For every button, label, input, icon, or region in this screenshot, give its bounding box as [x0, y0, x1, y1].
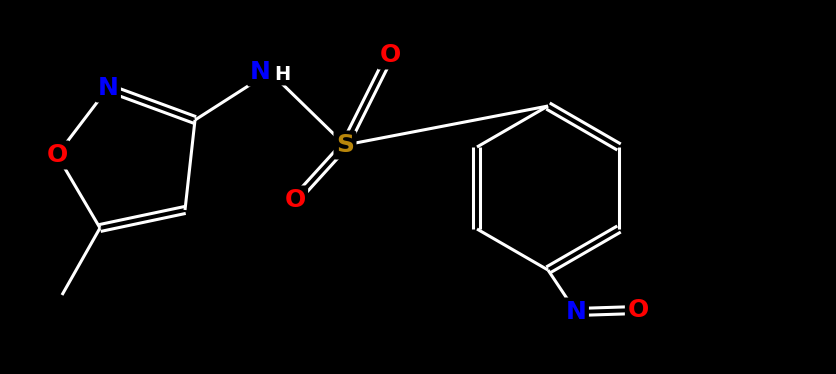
Text: N: N: [566, 300, 586, 324]
Text: N: N: [250, 60, 270, 84]
Text: O: O: [46, 143, 68, 167]
Text: O: O: [284, 188, 306, 212]
Text: N: N: [98, 76, 119, 100]
Text: S: S: [336, 133, 354, 157]
Text: O: O: [380, 43, 400, 67]
Text: H: H: [274, 64, 290, 83]
Text: O: O: [627, 298, 649, 322]
